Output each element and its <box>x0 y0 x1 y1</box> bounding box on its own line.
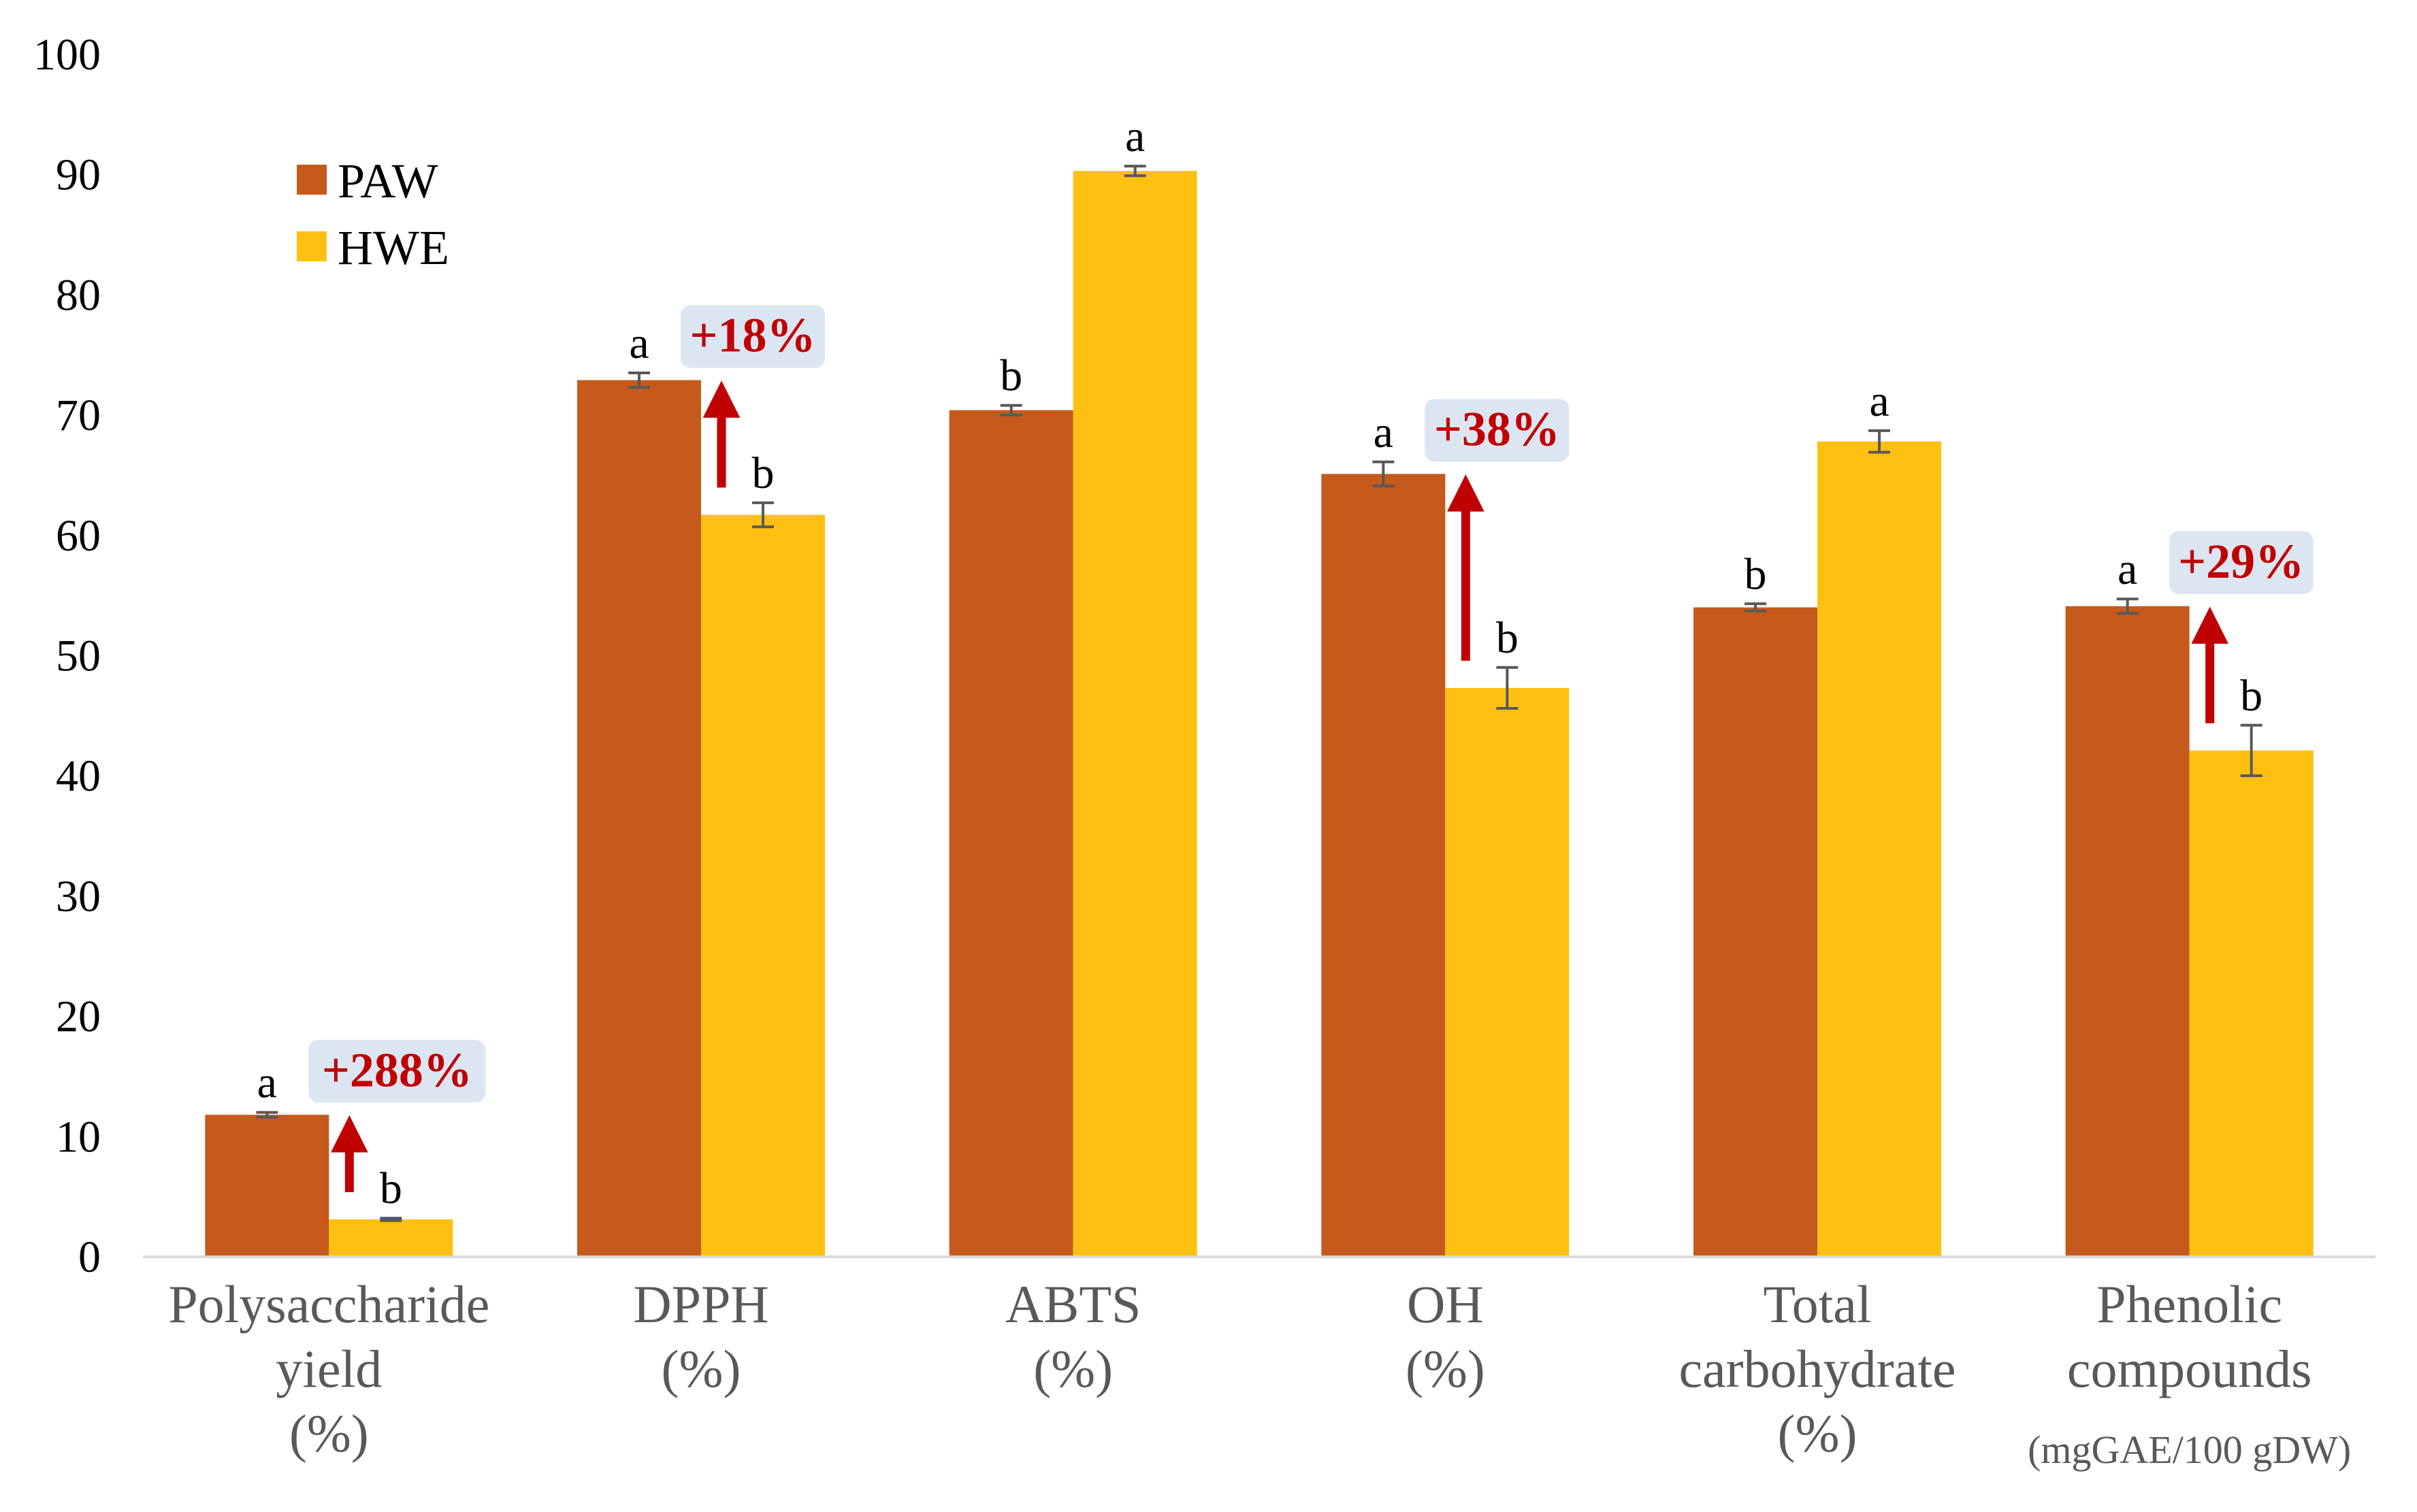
x-tick-label: (mgGAE/100 gDW) <box>2028 1428 2351 1472</box>
bar-paw <box>577 380 701 1255</box>
y-tick-label: 50 <box>56 631 101 681</box>
x-tick-label: ABTS <box>1005 1275 1141 1334</box>
significance-letter: b <box>1000 351 1022 401</box>
bar-paw <box>205 1115 329 1255</box>
annotation-text: +38% <box>1434 401 1560 456</box>
x-tick-label: OH <box>1407 1275 1484 1334</box>
significance-letter: a <box>629 318 649 368</box>
bar-hwe <box>1817 441 1941 1256</box>
annotation-badge <box>681 305 825 368</box>
bar-hwe <box>701 514 825 1255</box>
significance-letter: a <box>1125 112 1145 161</box>
y-tick-label: 40 <box>56 751 101 801</box>
y-tick-label: 80 <box>56 270 101 320</box>
annotation-text: +288% <box>322 1042 472 1097</box>
x-tick-label: compounds <box>2067 1339 2312 1398</box>
x-tick-label: DPPH <box>633 1275 768 1334</box>
x-tick-label: (%) <box>662 1339 741 1398</box>
y-tick-label: 30 <box>56 872 101 921</box>
significance-letter: a <box>257 1058 277 1108</box>
significance-letter: b <box>1745 549 1767 599</box>
x-tick-label: (%) <box>1033 1339 1113 1398</box>
x-tick-label: Phenolic <box>2096 1275 2282 1334</box>
legend-label-hwe: HWE <box>338 220 449 275</box>
y-tick-label: 60 <box>56 511 101 561</box>
annotation-badge <box>308 1040 486 1103</box>
y-tick-label: 90 <box>56 150 101 200</box>
significance-letter: b <box>1496 613 1519 663</box>
significance-letter: b <box>752 448 775 498</box>
annotation-badge <box>2169 531 2314 594</box>
x-tick-label: Total <box>1763 1275 1871 1334</box>
significance-letter: a <box>1374 408 1393 457</box>
x-tick-label: Polysaccharide <box>168 1275 489 1334</box>
significance-letter: b <box>2240 671 2262 721</box>
annotation-badge <box>1425 399 1570 462</box>
bar-hwe <box>2189 750 2314 1255</box>
legend-swatch-paw <box>297 165 327 195</box>
legend-swatch-hwe <box>297 231 327 261</box>
significance-letter: b <box>380 1164 402 1213</box>
y-tick-label: 20 <box>56 992 101 1042</box>
significance-letter: a <box>2118 544 2137 594</box>
y-tick-label: 0 <box>78 1232 101 1282</box>
bar-hwe <box>329 1219 453 1255</box>
x-tick-label: (%) <box>1778 1404 1858 1463</box>
annotation-text: +18% <box>690 308 815 363</box>
x-tick-label: (%) <box>289 1404 369 1463</box>
bar-paw <box>1321 474 1446 1256</box>
y-tick-label: 10 <box>56 1112 101 1162</box>
bar-hwe <box>1445 687 1570 1255</box>
y-tick-label: 70 <box>56 391 101 440</box>
significance-letter: a <box>1869 376 1889 426</box>
legend-label-paw: PAW <box>338 154 438 208</box>
bar-paw <box>1693 607 1817 1255</box>
bar-paw <box>2065 606 2190 1255</box>
annotation-text: +29% <box>2178 534 2304 589</box>
y-tick-label: 100 <box>33 30 101 80</box>
x-tick-label: yield <box>276 1339 382 1398</box>
bar-hwe <box>1073 171 1197 1255</box>
x-tick-label: (%) <box>1406 1339 1485 1398</box>
x-tick-label: carbohydrate <box>1678 1339 1956 1398</box>
bar-paw <box>949 410 1073 1255</box>
